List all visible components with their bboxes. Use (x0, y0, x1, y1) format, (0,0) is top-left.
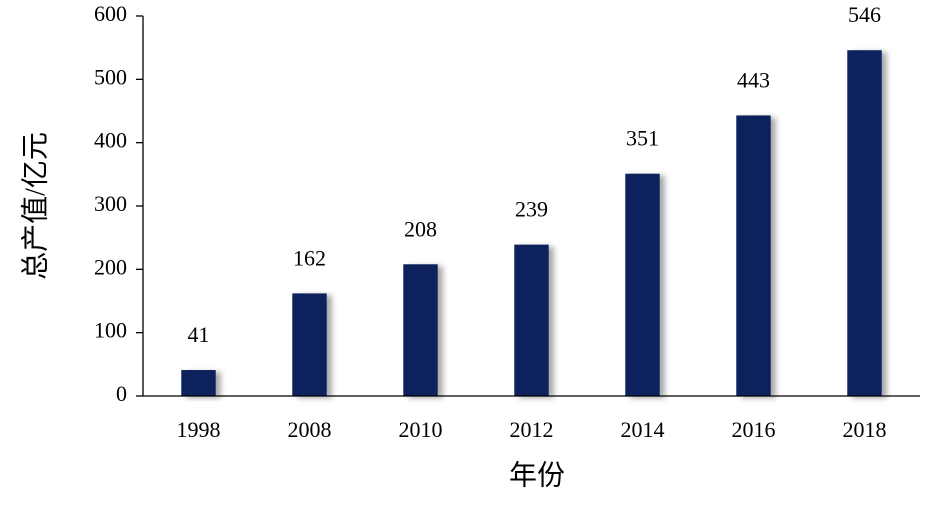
value-label: 546 (848, 2, 881, 27)
bar (403, 264, 438, 396)
value-label: 351 (626, 126, 659, 151)
x-tick-label: 2012 (510, 417, 554, 442)
x-tick-label: 2010 (399, 417, 443, 442)
y-tick-label: 300 (94, 191, 127, 216)
value-label: 239 (515, 197, 548, 222)
bar (847, 50, 882, 396)
x-tick-label: 1998 (177, 417, 221, 442)
x-tick-label: 2008 (288, 417, 332, 442)
value-label: 162 (293, 245, 326, 270)
x-tick-label: 2018 (843, 417, 887, 442)
bar (514, 244, 549, 396)
y-tick-label: 100 (94, 318, 127, 343)
y-tick-label: 200 (94, 254, 127, 279)
bar (736, 115, 771, 396)
y-axis-label: 总产值/亿元 (19, 132, 51, 280)
y-tick-label: 600 (94, 1, 127, 26)
bar (625, 173, 660, 396)
x-axis-label: 年份 (509, 459, 565, 491)
y-tick-label: 500 (94, 64, 127, 89)
x-tick-label: 2016 (732, 417, 776, 442)
y-tick-label: 400 (94, 128, 127, 153)
value-label: 208 (404, 216, 437, 241)
bar (292, 293, 327, 396)
value-label: 41 (188, 322, 210, 347)
value-label: 443 (737, 67, 770, 92)
x-tick-label: 2014 (621, 417, 665, 442)
bar (181, 370, 216, 396)
y-tick-label: 0 (116, 381, 127, 406)
